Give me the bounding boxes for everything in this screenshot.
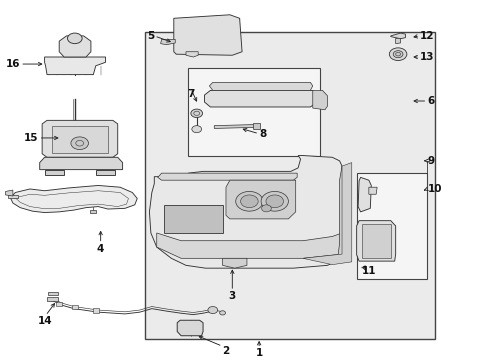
Polygon shape — [204, 90, 317, 107]
Polygon shape — [222, 258, 246, 268]
Circle shape — [67, 33, 82, 44]
Polygon shape — [312, 90, 327, 110]
Polygon shape — [209, 82, 312, 90]
Text: 11: 11 — [361, 266, 375, 276]
Polygon shape — [334, 166, 346, 261]
Bar — [356, 173, 427, 279]
Text: 7: 7 — [187, 89, 194, 99]
Polygon shape — [173, 15, 242, 55]
Text: 16: 16 — [6, 59, 20, 69]
Polygon shape — [10, 185, 137, 212]
Polygon shape — [157, 233, 341, 258]
Polygon shape — [96, 170, 115, 175]
Polygon shape — [356, 221, 395, 261]
Text: 2: 2 — [222, 346, 229, 356]
Text: 5: 5 — [147, 31, 154, 41]
Bar — [90, 210, 96, 212]
Text: 13: 13 — [419, 52, 434, 62]
Circle shape — [219, 311, 225, 315]
Polygon shape — [8, 195, 18, 198]
Polygon shape — [357, 177, 370, 212]
Circle shape — [392, 51, 402, 58]
Polygon shape — [59, 36, 91, 57]
Polygon shape — [149, 156, 341, 268]
Text: 12: 12 — [419, 31, 434, 41]
Circle shape — [71, 137, 88, 149]
Circle shape — [265, 195, 283, 208]
Polygon shape — [361, 224, 390, 258]
Polygon shape — [368, 187, 376, 194]
Circle shape — [207, 306, 217, 314]
Circle shape — [235, 192, 263, 211]
Polygon shape — [163, 205, 222, 233]
Polygon shape — [303, 163, 351, 265]
Polygon shape — [395, 39, 400, 44]
Polygon shape — [47, 297, 58, 301]
Text: 14: 14 — [38, 316, 53, 326]
Bar — [72, 305, 78, 309]
Circle shape — [261, 205, 271, 212]
Text: 3: 3 — [228, 291, 235, 301]
Circle shape — [388, 48, 406, 60]
Polygon shape — [158, 173, 297, 180]
Circle shape — [240, 195, 258, 208]
Polygon shape — [52, 126, 108, 153]
Polygon shape — [44, 170, 64, 175]
Circle shape — [190, 109, 202, 117]
Text: 15: 15 — [24, 133, 39, 143]
Bar — [188, 68, 320, 156]
Circle shape — [191, 126, 201, 133]
Polygon shape — [253, 123, 260, 129]
Polygon shape — [214, 125, 254, 129]
Text: 8: 8 — [259, 129, 266, 139]
Text: 9: 9 — [427, 156, 434, 166]
Circle shape — [261, 192, 288, 211]
Polygon shape — [185, 52, 198, 57]
Polygon shape — [44, 57, 105, 75]
Polygon shape — [48, 292, 58, 294]
Polygon shape — [177, 320, 203, 336]
Text: 1: 1 — [255, 348, 262, 359]
Bar — [93, 308, 99, 312]
Text: 4: 4 — [97, 243, 104, 253]
Bar — [56, 302, 62, 306]
Text: 10: 10 — [427, 184, 441, 194]
Polygon shape — [5, 190, 13, 196]
Polygon shape — [42, 120, 118, 157]
Text: 6: 6 — [427, 96, 434, 106]
Polygon shape — [390, 33, 405, 39]
Polygon shape — [40, 157, 122, 170]
Bar — [144, 32, 434, 338]
Polygon shape — [160, 39, 175, 45]
Polygon shape — [225, 180, 295, 219]
